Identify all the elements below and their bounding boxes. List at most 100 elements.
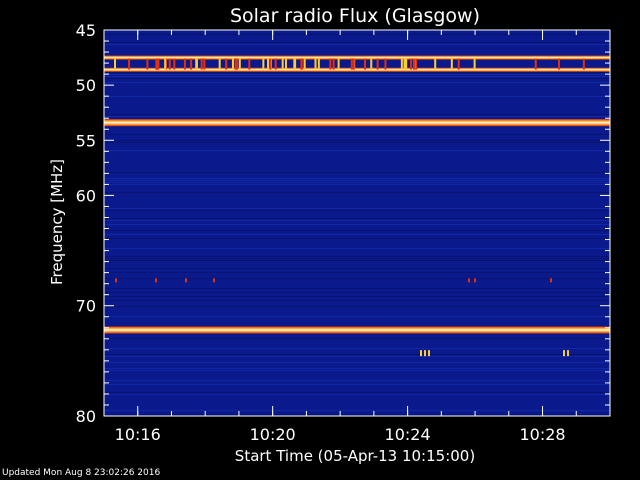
burst-dot <box>550 278 552 283</box>
texture-line <box>104 224 610 225</box>
texture-line <box>104 258 610 259</box>
burst-spike <box>314 58 317 70</box>
texture-line <box>104 78 610 79</box>
burst-spike <box>190 58 193 70</box>
texture-line <box>104 230 610 231</box>
texture-line <box>104 368 610 369</box>
plot-frame <box>103 29 611 417</box>
texture-line <box>104 184 610 185</box>
x-tick-label: 10:20 <box>250 425 296 444</box>
burst-spike <box>200 58 203 70</box>
burst-dot <box>185 278 187 283</box>
burst-spike <box>370 58 373 70</box>
texture-line <box>104 76 610 77</box>
texture-line <box>104 410 610 411</box>
burst-spike <box>405 58 408 70</box>
burst-spike <box>303 58 306 70</box>
burst-dot <box>468 278 470 283</box>
burst-spike <box>155 58 158 70</box>
y-tick-label: 60 <box>76 186 96 205</box>
burst-spike <box>413 58 415 70</box>
texture-line <box>104 256 610 257</box>
burst-spike <box>114 58 117 70</box>
texture-line <box>104 218 610 219</box>
texture-line <box>104 210 610 211</box>
burst-dot <box>155 278 157 283</box>
texture-line <box>104 356 610 357</box>
texture-line <box>104 180 610 181</box>
burst-spike <box>350 58 353 70</box>
x-tick-label: 10:28 <box>519 425 565 444</box>
burst-spike <box>157 58 160 70</box>
texture-line <box>104 272 610 273</box>
burst-spike <box>274 58 277 70</box>
texture-line <box>104 248 610 249</box>
texture-line <box>104 394 610 395</box>
texture-line <box>104 370 610 371</box>
bright-band <box>104 55 610 60</box>
texture-line <box>104 414 610 415</box>
y-axis: 45 50 55 60 70 80 <box>76 21 610 426</box>
burst-dot <box>424 350 426 357</box>
y-axis-label: Frequency [MHz] <box>48 159 66 285</box>
texture-line <box>104 178 610 179</box>
burst-spike <box>473 58 476 70</box>
burst-spike <box>332 58 335 70</box>
texture-line <box>104 300 610 301</box>
texture-line <box>104 292 610 293</box>
burst-dot <box>563 350 565 357</box>
texture-line <box>104 288 610 289</box>
burst-spike <box>582 58 585 70</box>
updated-timestamp: Updated Mon Aug 8 23:02:26 2016 <box>2 468 161 478</box>
burst-dot <box>428 350 430 357</box>
texture-line <box>104 182 610 183</box>
texture-line <box>104 34 610 35</box>
texture-line <box>104 172 610 173</box>
texture-line <box>104 140 610 141</box>
burst-spike <box>403 58 406 70</box>
burst-spike <box>352 58 355 70</box>
y-tick-label: 45 <box>76 21 96 40</box>
texture-line <box>104 44 610 45</box>
burst-spike <box>236 58 239 70</box>
burst-spike <box>284 58 287 70</box>
burst-spike <box>376 58 379 70</box>
burst-spike <box>225 58 228 70</box>
plot-area <box>103 29 611 417</box>
burst-spike <box>248 58 251 70</box>
texture-line <box>104 296 610 297</box>
burst-spike <box>457 58 460 70</box>
burst-spike <box>450 58 453 70</box>
burst-spike <box>384 58 387 70</box>
chart-title: Solar radio Flux (Glasgow) <box>230 5 480 27</box>
burst-spike <box>173 58 176 70</box>
burst-spike <box>329 58 332 70</box>
burst-spike <box>415 58 418 70</box>
texture-line <box>104 72 610 73</box>
bright-band <box>104 326 610 334</box>
texture-line <box>104 42 610 43</box>
texture-line <box>104 96 610 97</box>
burst-spike <box>168 58 171 70</box>
burst-dot <box>420 350 422 357</box>
burst-spike <box>364 58 367 70</box>
texture-line <box>104 268 610 269</box>
burst-spike <box>281 58 284 70</box>
texture-line <box>104 82 610 83</box>
texture-line <box>104 238 610 239</box>
burst-spike <box>294 58 297 70</box>
texture-line <box>104 384 610 385</box>
texture-line <box>104 220 610 221</box>
burst-dot <box>213 278 215 283</box>
texture-line <box>104 150 610 151</box>
burst-spike <box>234 58 237 70</box>
burst-spike <box>434 58 437 70</box>
texture-line <box>104 338 610 339</box>
y-tick-label: 55 <box>76 131 96 150</box>
burst-spike <box>410 58 413 70</box>
burst-spike <box>218 58 221 70</box>
texture-line <box>104 74 610 75</box>
texture-line <box>104 278 610 279</box>
bright-band <box>104 119 610 127</box>
